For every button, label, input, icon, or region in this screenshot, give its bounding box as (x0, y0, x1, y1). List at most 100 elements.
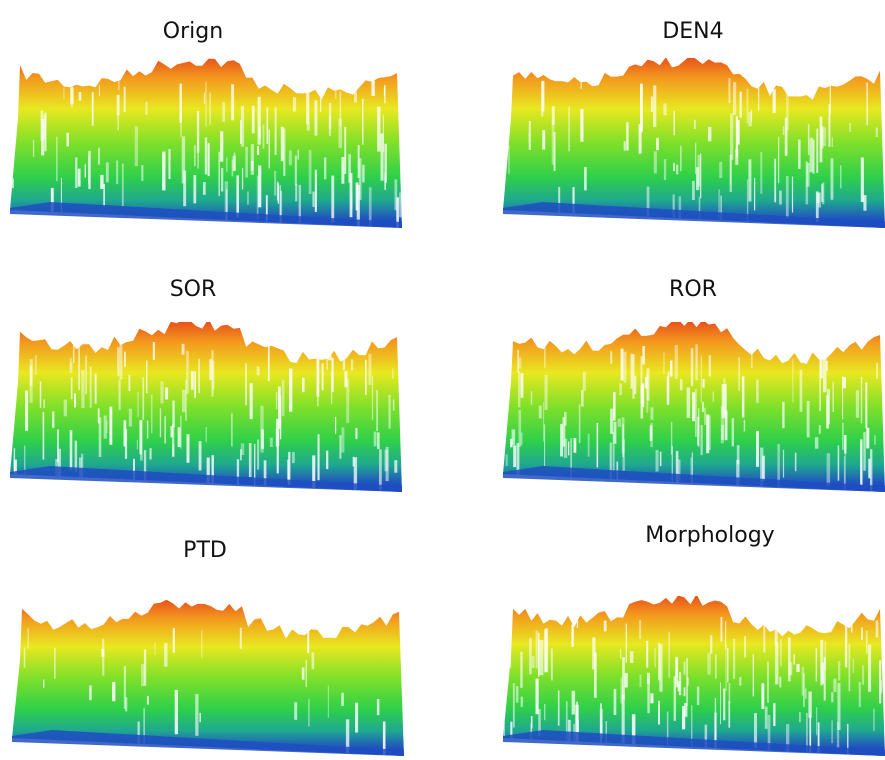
speck (795, 453, 797, 472)
speck (508, 623, 511, 668)
speck (384, 144, 387, 183)
speck (260, 406, 263, 453)
speck (856, 390, 859, 418)
speck (275, 107, 277, 155)
speck (706, 414, 709, 453)
speck (610, 443, 612, 490)
speck (660, 452, 662, 466)
speck (613, 432, 615, 471)
speck (676, 165, 678, 175)
speck (810, 138, 813, 173)
speck (663, 352, 664, 374)
speck (613, 392, 616, 421)
speck (263, 125, 265, 149)
speck (146, 361, 147, 394)
speck (579, 404, 581, 443)
speck (151, 394, 153, 433)
speck (194, 145, 195, 166)
speck (30, 365, 33, 385)
speck (203, 182, 206, 195)
speck (194, 371, 196, 397)
speck (14, 448, 15, 472)
speck (269, 130, 270, 169)
speck (245, 363, 247, 405)
speck (270, 438, 273, 447)
speck (90, 367, 92, 408)
speck (252, 106, 255, 134)
speck (341, 427, 344, 452)
speck (707, 653, 711, 675)
speck (186, 351, 189, 394)
speck (276, 392, 277, 409)
speck (653, 85, 656, 127)
speck (98, 408, 100, 423)
speck (820, 117, 823, 163)
speck (831, 158, 834, 199)
speck (328, 686, 329, 718)
speck (626, 624, 627, 663)
speck (208, 143, 210, 176)
speck (624, 141, 626, 150)
speck (341, 693, 344, 706)
speck (116, 160, 118, 184)
speck (655, 648, 656, 667)
speck (377, 432, 380, 449)
speck (258, 97, 261, 145)
speck (580, 109, 583, 142)
speck (372, 376, 373, 420)
speck (242, 168, 243, 189)
speck (206, 427, 207, 442)
speck (827, 453, 831, 486)
speck (172, 424, 174, 457)
speck (251, 161, 254, 171)
speck (774, 159, 776, 203)
speck (386, 447, 389, 481)
speck (719, 162, 722, 178)
speck (820, 353, 823, 378)
speck (715, 654, 716, 678)
speck (67, 133, 70, 147)
speck (393, 400, 395, 411)
speck (182, 390, 185, 413)
speck (195, 694, 198, 736)
speck (376, 390, 377, 431)
speck (205, 82, 206, 127)
speck (815, 437, 819, 449)
speck (740, 92, 742, 118)
speck (503, 141, 504, 168)
speck (118, 79, 120, 90)
speck (798, 140, 801, 169)
speck (675, 345, 678, 379)
speck (880, 681, 882, 694)
speck (369, 354, 372, 385)
speck (754, 178, 755, 210)
speck (650, 423, 652, 447)
speck (536, 679, 539, 715)
speck (800, 370, 803, 412)
speck (505, 83, 508, 130)
speck (506, 454, 508, 466)
speck (73, 345, 75, 363)
speck (543, 402, 544, 441)
speck (139, 420, 141, 454)
speck (564, 412, 567, 426)
speck (173, 628, 175, 652)
speck (504, 722, 505, 736)
speck (808, 124, 810, 155)
speck (632, 714, 636, 756)
speck (298, 150, 299, 160)
speck (164, 643, 167, 667)
speck (538, 633, 539, 677)
speck (518, 371, 520, 407)
speck (312, 652, 315, 669)
speck (838, 661, 840, 680)
speck (124, 420, 127, 446)
panel-title: Orign (163, 19, 223, 44)
speck (560, 424, 563, 457)
speck (112, 682, 115, 701)
speck (314, 100, 317, 135)
speck (100, 175, 103, 189)
speck (581, 79, 583, 89)
speck (331, 372, 332, 404)
speck (277, 182, 279, 201)
